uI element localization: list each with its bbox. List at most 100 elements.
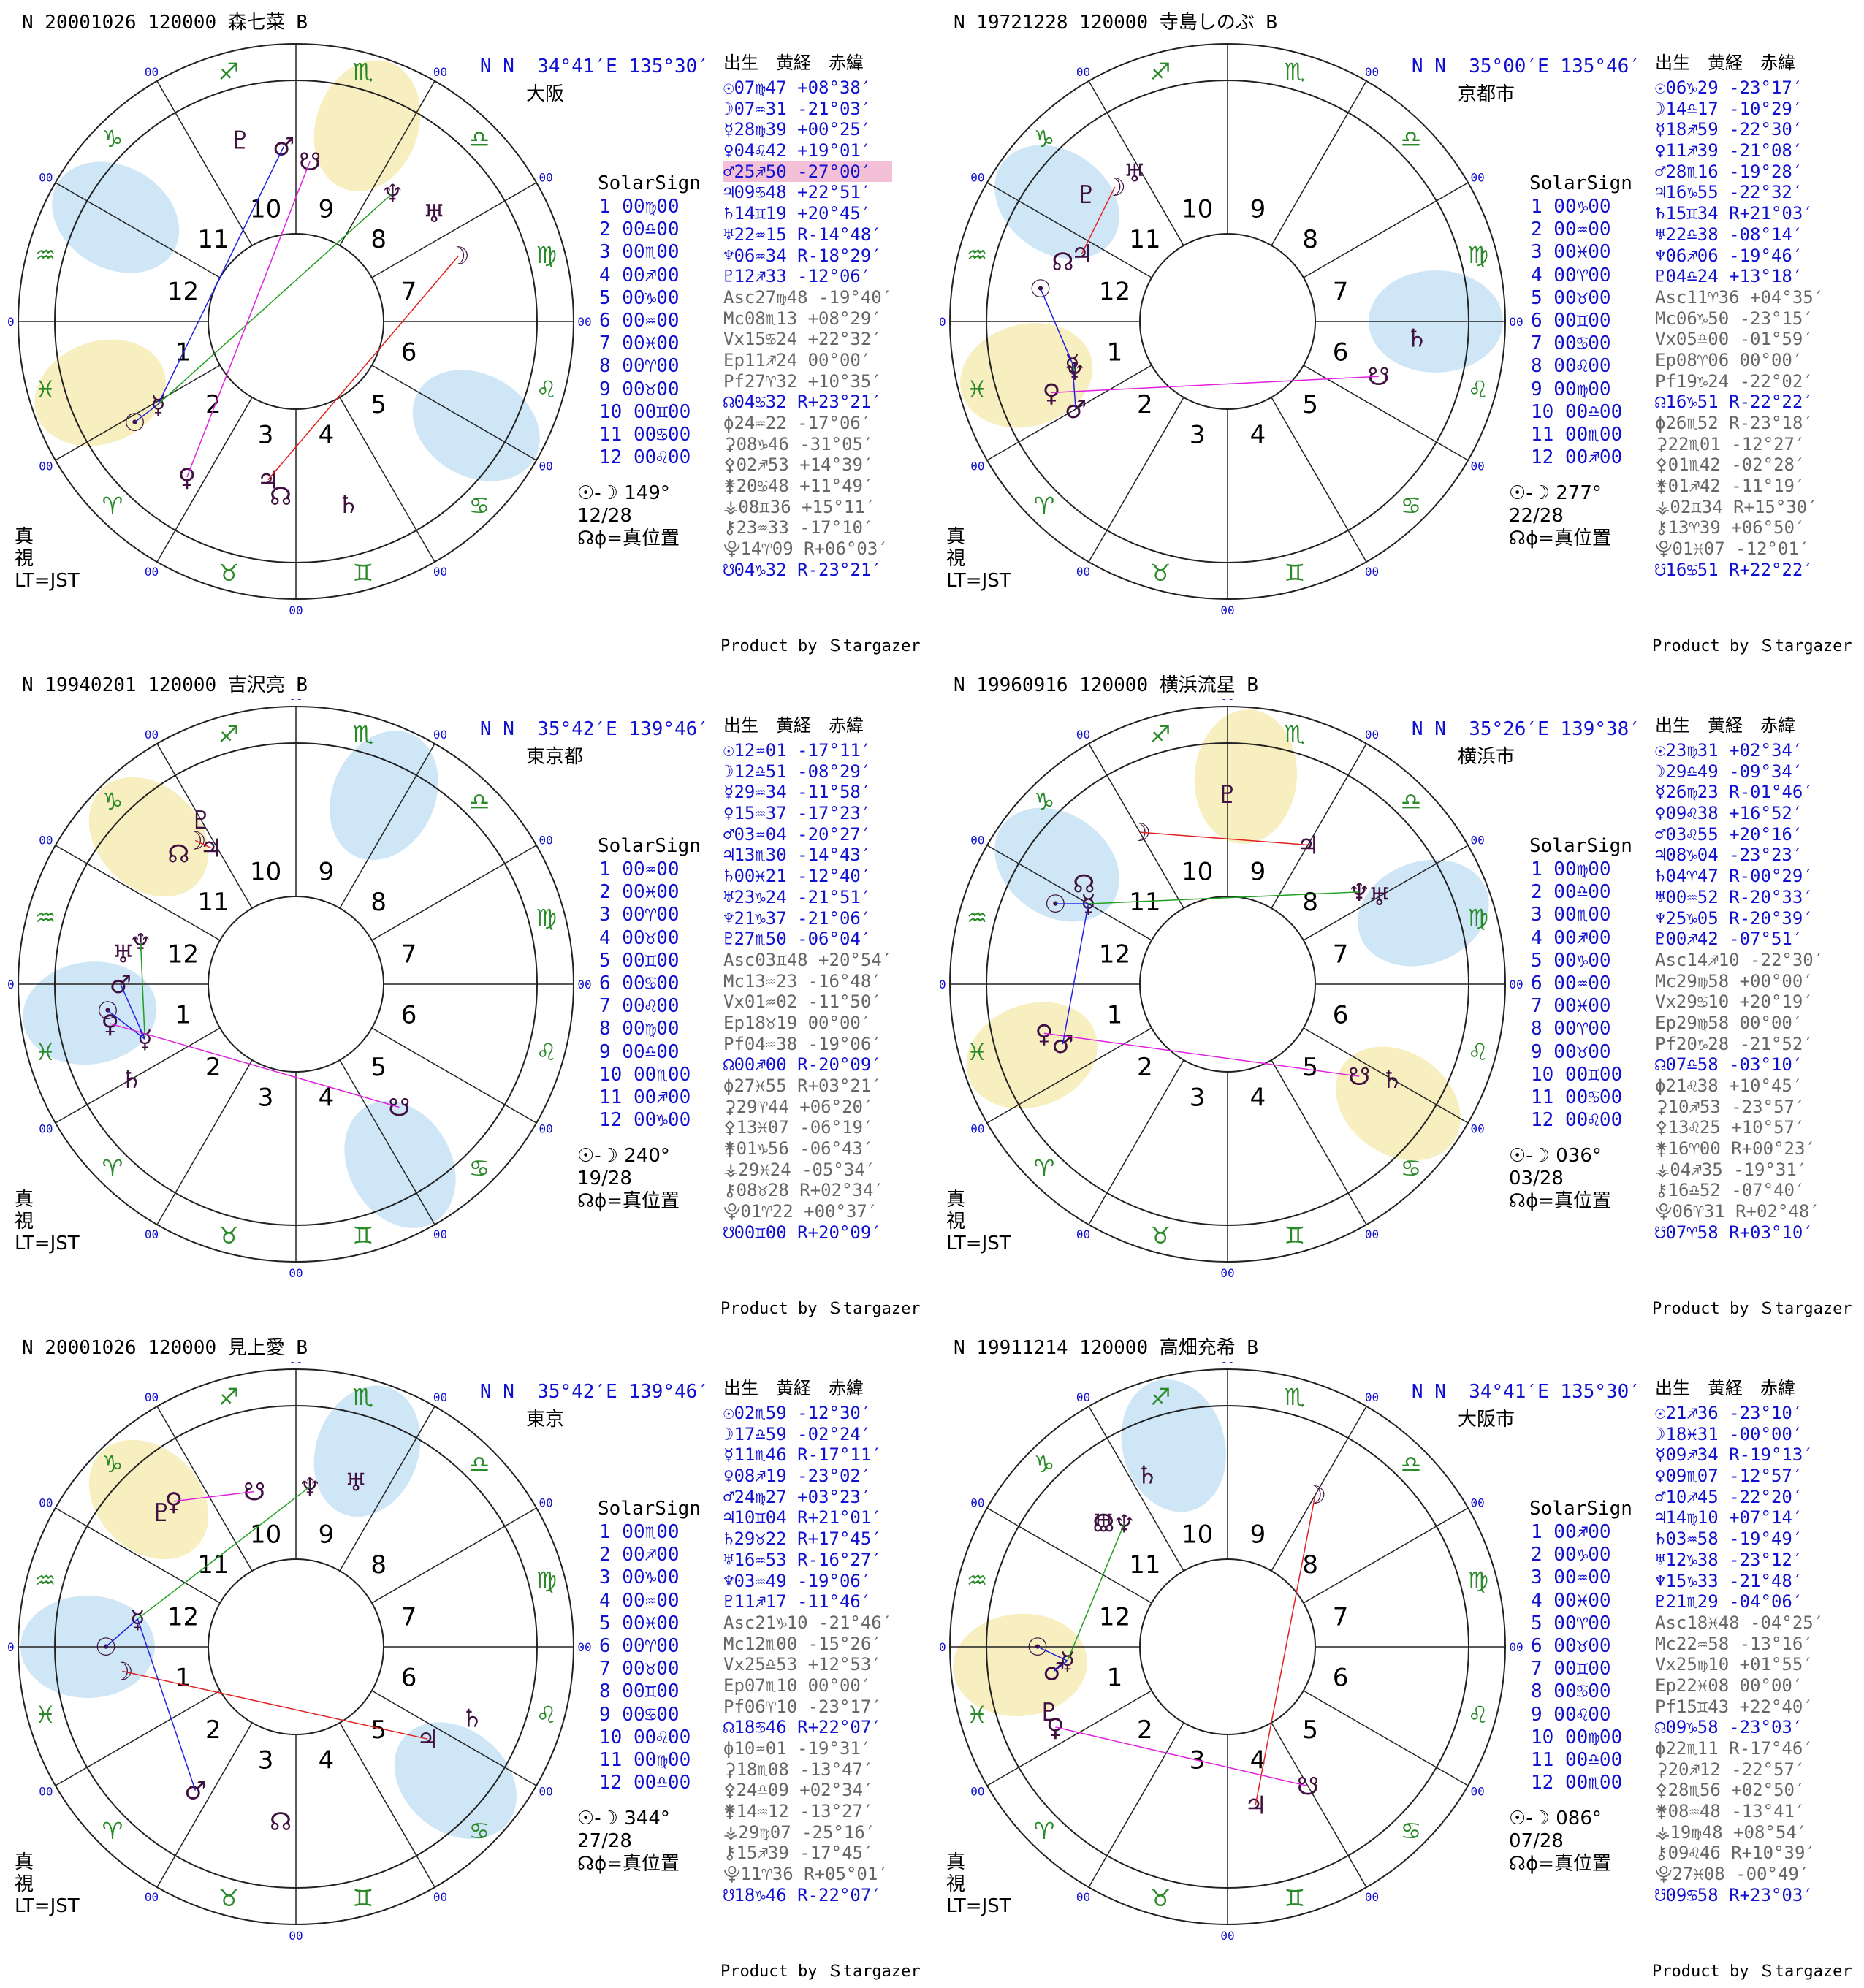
house-cusp-line	[1303, 182, 1469, 278]
highlight-bubble	[88, 777, 209, 897]
table-row: Mc29♍58 +00°00′	[1655, 970, 1814, 991]
house-number: 5	[1302, 390, 1318, 419]
table-row: ⯓01♓07 -12°01′	[1655, 538, 1810, 560]
zodiac-sign-icon: ♌	[1468, 376, 1489, 403]
house-number: 10	[1182, 857, 1213, 886]
house-row: 11 00♏00	[1531, 423, 1623, 446]
position-table: 出生 黄経 赤緯 ☉02♏59 -12°30′ ☽17♎59 -02°24′ ☿11♏…	[723, 1378, 892, 1906]
house-cusp-line	[55, 1507, 221, 1604]
house-cusp-line	[339, 1722, 435, 1888]
cusp-degree: 00	[539, 460, 552, 473]
house-cusp-line	[1271, 743, 1367, 909]
product-credit: Product by Ｓtargazer	[1652, 1300, 1852, 1318]
aspect-line	[157, 146, 284, 405]
cusp-degree: 00	[39, 171, 53, 185]
table-row: ⚴02♐53 +14°39′	[723, 454, 874, 476]
node-note: ☊ϕ=真位置	[577, 528, 680, 549]
planet-glyph-icon: ♅	[112, 940, 134, 969]
planet-glyph-icon: ♄	[1381, 1065, 1403, 1094]
cusp-degree: 00	[1076, 728, 1090, 742]
cusp-degree: 00	[289, 699, 303, 703]
position-table: 出生 黄経 赤緯 ☉23♍31 +02°34′ ☽29♎49 -09°34′ ☿26♍…	[1655, 715, 1824, 1244]
planet-glyph-icon: ♀	[178, 463, 196, 492]
zodiac-sign-icon: ♐	[218, 1383, 240, 1411]
planet-glyph-icon: ♅	[423, 199, 445, 229]
planet-glyph-icon: ♄	[1136, 1460, 1158, 1490]
house-row: 6 00♒00	[599, 309, 680, 332]
aspect-line	[1071, 362, 1076, 410]
cusp-degree: 00	[145, 65, 159, 79]
house-cusp-line	[371, 845, 537, 941]
node-note: ☊ϕ=真位置	[1509, 1190, 1612, 1212]
cusp-degree: 00	[1470, 1785, 1484, 1799]
zodiac-sign-icon: ♌	[1468, 1701, 1489, 1729]
table-row: ♀11♐39 -21°08′	[1655, 140, 1803, 161]
table-row: Asc11♈36 +04°35′	[1655, 286, 1825, 308]
house-cusp-line	[1303, 1507, 1469, 1604]
planet-glyph-icon: ♇	[1038, 1698, 1060, 1727]
cusp-degree: 00	[433, 1390, 447, 1404]
table-row: ⚵01♐42 -11°19′	[1655, 476, 1806, 497]
zodiac-sign-icon: ♍	[1468, 904, 1489, 932]
house-number: 6	[401, 1000, 417, 1029]
inner-ring	[208, 896, 384, 1073]
house-number: 3	[1190, 421, 1206, 450]
house-number: 12	[1099, 940, 1130, 970]
house-cusp-line	[1271, 1059, 1367, 1225]
cusp-degree: 00	[1076, 1227, 1090, 1241]
house-row: 12 00♎00	[599, 1772, 691, 1794]
house-row: 2 00♐00	[599, 1544, 680, 1566]
house-row: 7 00♌00	[599, 995, 680, 1018]
aspect-angle: ☉-☽ 240°	[577, 1145, 670, 1167]
table-row: ☊18♋46 R+22°07′	[723, 1717, 882, 1738]
cusp-degree: 00	[1470, 1122, 1484, 1136]
cusp-degree: 00	[970, 460, 984, 473]
table-row: ☽29♎49 -09°34′	[1655, 761, 1803, 782]
highlight-bubble	[330, 731, 438, 861]
true-view-note: 真 視 LT=JST	[946, 1851, 1011, 1917]
planet-glyph-icon: ♀	[101, 1010, 119, 1039]
product-credit: Product by Ｓtargazer	[1652, 1962, 1852, 1981]
house-row: 1 00♏00	[599, 1521, 680, 1543]
house-row: 4 00♈00	[1531, 264, 1611, 286]
zodiac-sign-icon: ♉	[218, 1222, 240, 1249]
table-row: ♇04♎24 +13°18′	[1655, 266, 1803, 287]
highlight-bubble	[966, 1002, 1098, 1109]
table-row: ⚷15♐39 -17°45′	[723, 1843, 874, 1864]
location-coords: N N 35°00′E 135°46′	[1411, 56, 1640, 77]
table-row: Asc03♊48 +20°54′	[723, 949, 893, 970]
solar-sign-label: SolarSign	[1529, 835, 1632, 857]
solar-sign-label: SolarSign	[1529, 172, 1632, 194]
aspect-line	[1139, 831, 1309, 846]
house-cusp-line	[1271, 80, 1367, 246]
planet-glyph-icon: ☊	[1073, 869, 1095, 899]
table-row: ♇11♐17 -11°46′	[723, 1591, 872, 1612]
house-number: 8	[370, 1550, 387, 1580]
house-row: 1 00♐00	[1531, 1521, 1611, 1543]
inner-ring	[208, 1558, 384, 1735]
house-cusp-line	[986, 1507, 1152, 1604]
sun-moon-aspect: ☉-☽ 240° 19/28 ☊ϕ=真位置	[577, 1145, 680, 1213]
house-row: 5 00♉00	[1531, 286, 1611, 309]
table-row: ⚶19♍48 +08°54′	[1655, 1821, 1808, 1843]
cusp-degree: 00	[1365, 65, 1379, 79]
table-header: 出生 黄経 赤緯	[723, 1378, 864, 1398]
planet-glyph-icon: ♇	[1217, 780, 1239, 810]
house-row: 3 00♏00	[599, 241, 680, 264]
house-cusp-line	[371, 1507, 537, 1604]
house-row: 1 00♒00	[599, 858, 680, 880]
table-row: ⚳22♏01 -12°27′	[1655, 433, 1806, 454]
table-row: ϕ27♓55 R+03°21′	[723, 1075, 882, 1096]
zodiac-sign-icon: ♏	[1285, 58, 1306, 85]
aspect-line	[173, 1490, 255, 1502]
table-row: ⚳29♈44 +06°20′	[723, 1096, 874, 1117]
aspect-line	[105, 1618, 138, 1648]
house-number: 11	[197, 1550, 229, 1580]
aspect-line	[1081, 186, 1116, 254]
cusp-degree: 00	[1220, 1929, 1234, 1943]
house-number: 2	[1137, 1053, 1153, 1082]
zodiac-sign-icon: ♎	[1401, 1450, 1422, 1478]
table-row: ♅12♑38 -23°12′	[1655, 1549, 1803, 1570]
cusp-degree: 00	[577, 1640, 591, 1654]
table-row: ♂03♌55 +20°16′	[1655, 823, 1803, 845]
